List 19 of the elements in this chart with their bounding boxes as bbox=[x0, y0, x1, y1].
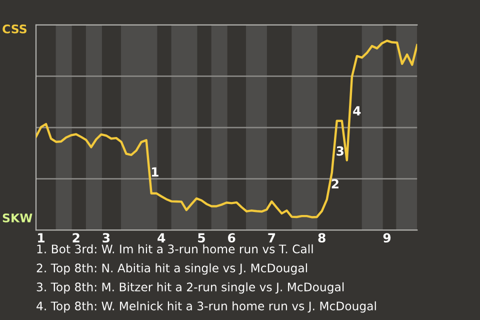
annotation: 1 bbox=[152, 167, 158, 177]
annotation: 2 bbox=[332, 179, 338, 188]
x-tick-label: 8 bbox=[318, 233, 326, 243]
x-tick-label: 6 bbox=[228, 233, 236, 243]
x-tick-label: 5 bbox=[198, 233, 205, 243]
text: 1. Bot 3rd: W. Im hit a 3-run home run vs T. Call bbox=[37, 244, 313, 254]
x-tick-label: 2 bbox=[72, 233, 80, 242]
annotation: 3 bbox=[336, 146, 344, 156]
text: SKW bbox=[2, 213, 32, 222]
x-tick-label: 1 bbox=[38, 233, 45, 242]
text: CSS bbox=[2, 24, 26, 34]
text: 2. Top 8th: N. Abitia hit a single vs J. McDougal bbox=[36, 263, 307, 275]
x-tick-label: 3 bbox=[102, 233, 110, 243]
text: 4. Top 8th: W. Melnick hit a 3-run home run vs J. McDougal bbox=[36, 301, 376, 313]
x-tick-label: 9 bbox=[383, 233, 391, 243]
x-tick-label: 7 bbox=[268, 233, 276, 242]
x-tick-label: 4 bbox=[158, 233, 166, 242]
annotation: 4 bbox=[353, 106, 361, 116]
text: 3. Top 8th: M. Bitzer hit a 2-run single vs J. McDougal bbox=[36, 282, 344, 294]
